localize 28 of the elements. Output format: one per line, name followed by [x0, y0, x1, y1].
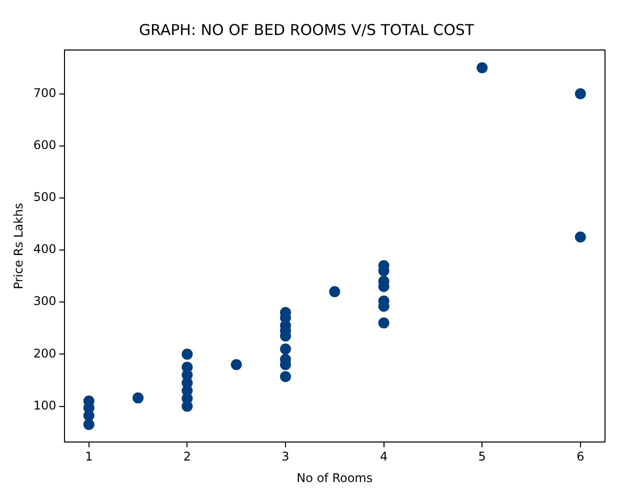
- y-tick-label: 300: [33, 294, 56, 308]
- x-tick-label: 3: [282, 450, 290, 464]
- point: [132, 392, 144, 404]
- y-tick-label: 700: [33, 86, 56, 100]
- x-tick-label: 4: [380, 450, 388, 464]
- y-tick-label: 400: [33, 242, 56, 256]
- point: [182, 362, 193, 373]
- x-tick-label: 6: [576, 450, 584, 464]
- point: [280, 371, 291, 382]
- y-axis-title: Price Rs Lakhs: [11, 202, 26, 290]
- point: [83, 418, 94, 430]
- point: [476, 62, 488, 74]
- x-axis-title: No of Rooms: [296, 470, 373, 485]
- point: [182, 348, 193, 360]
- point: [378, 317, 390, 328]
- chart-title: GRAPH: NO OF BED ROOMS V/S TOTAL COST: [138, 20, 475, 39]
- y-tick-label: 500: [33, 190, 56, 204]
- point: [574, 88, 586, 100]
- y-tick-label: 100: [33, 398, 56, 412]
- point: [230, 359, 242, 370]
- x-tick-label: 2: [183, 450, 192, 464]
- x-tick-label: 5: [478, 450, 486, 464]
- y-tick-label: 600: [33, 138, 56, 152]
- point: [280, 343, 291, 354]
- x-tick-label: 1: [85, 450, 93, 464]
- point: [329, 286, 340, 298]
- y-tick-label: 200: [33, 346, 56, 360]
- point: [574, 231, 586, 242]
